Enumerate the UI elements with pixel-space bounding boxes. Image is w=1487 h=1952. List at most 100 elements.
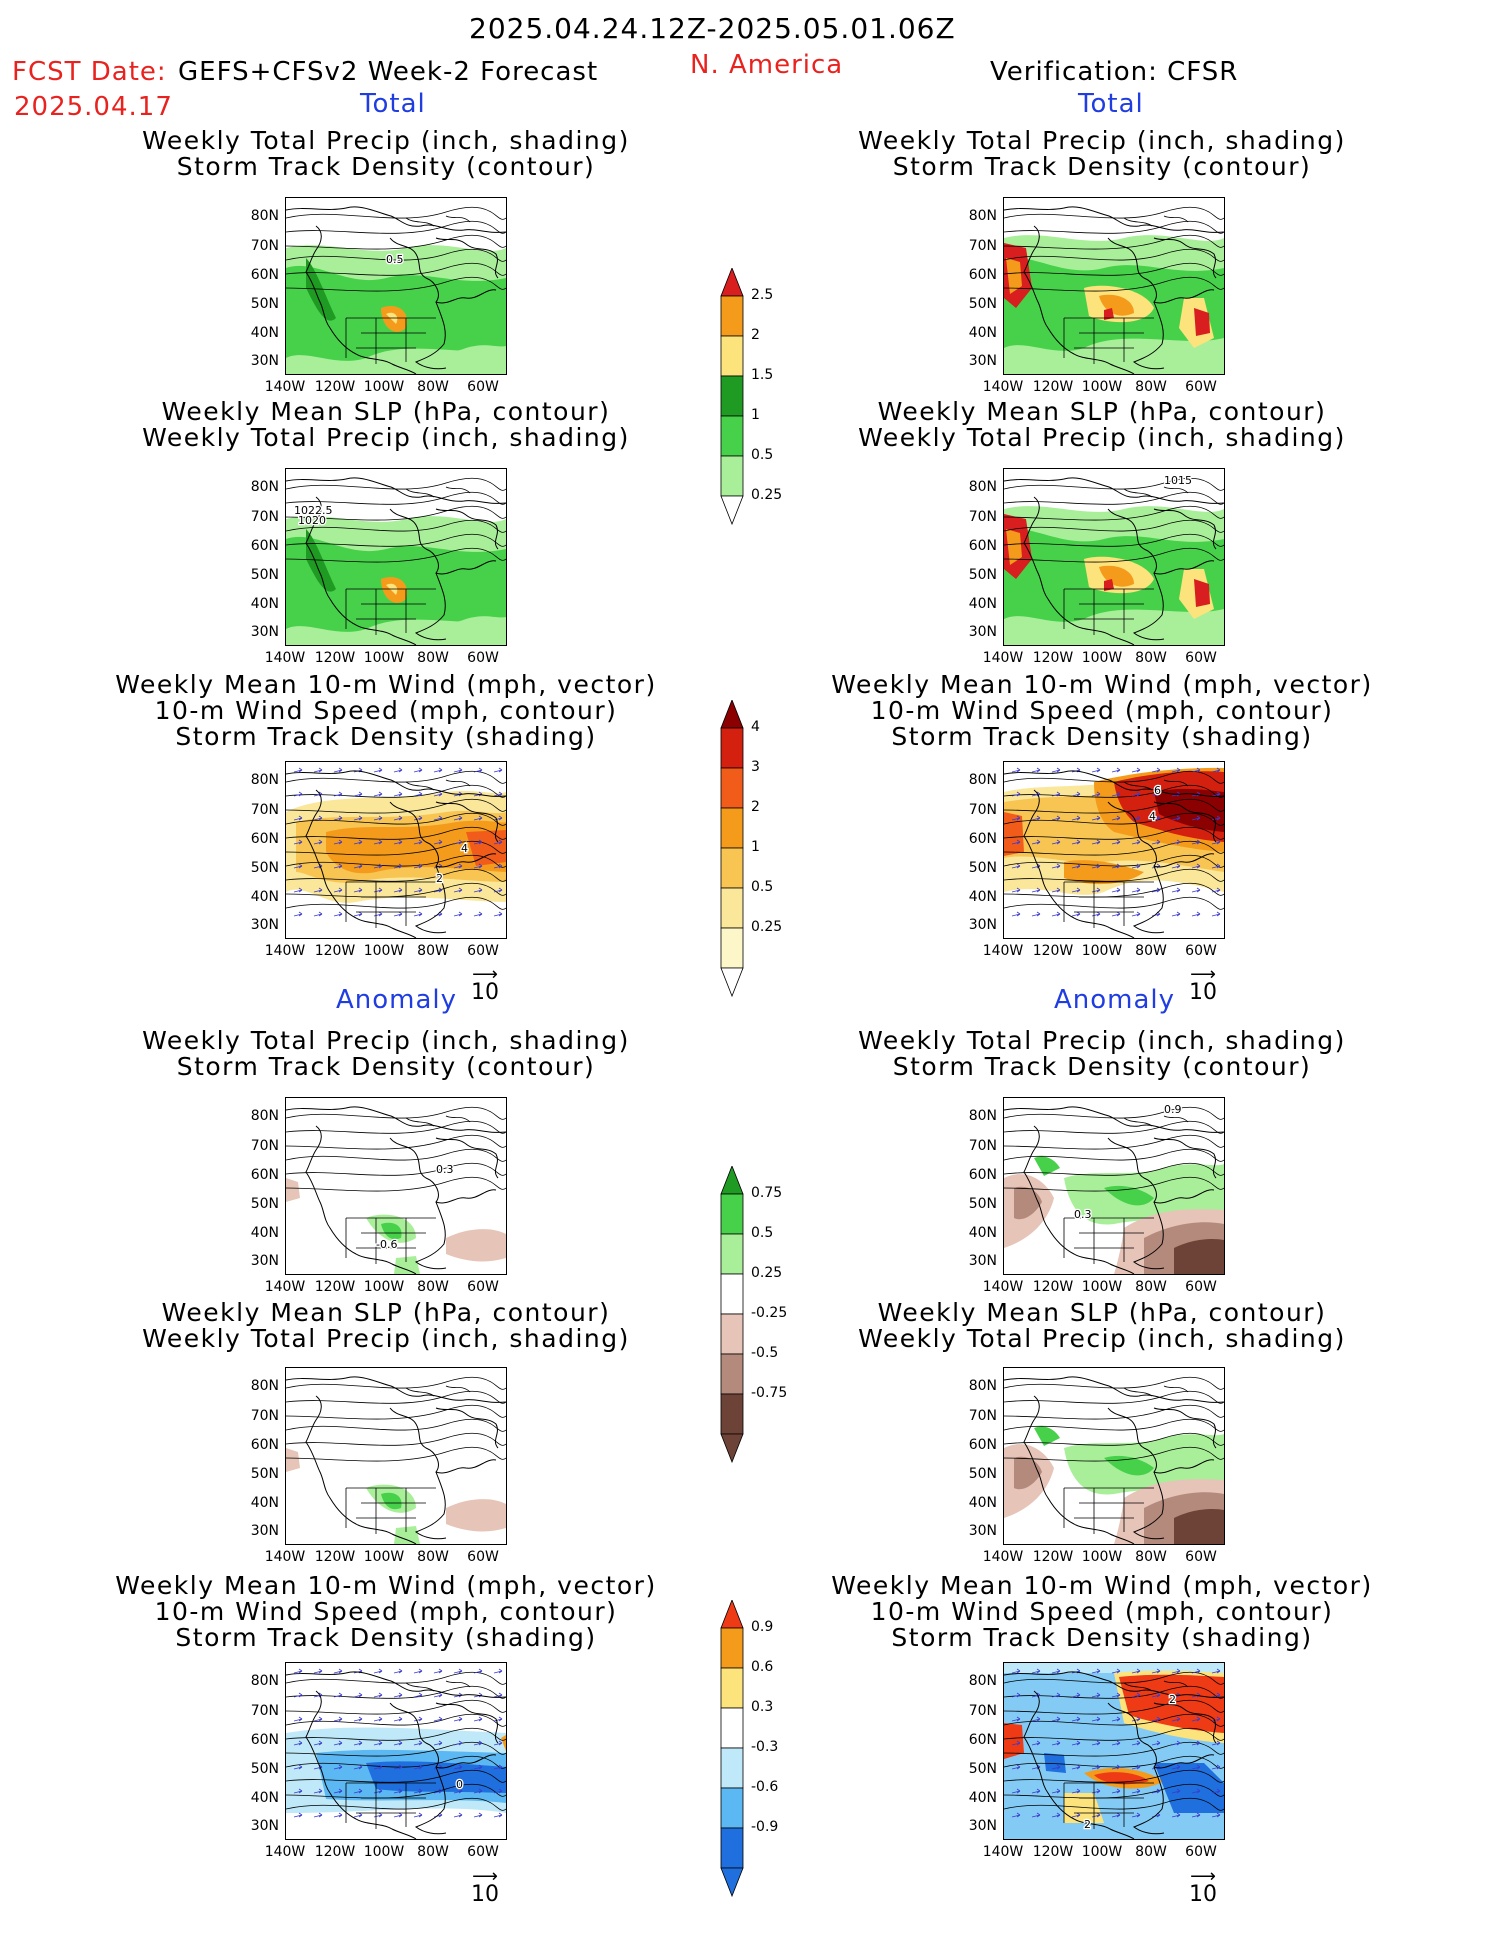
lat-label: 50N [250, 860, 279, 876]
lat-label: 70N [250, 509, 279, 525]
lat-label: 60N [968, 1732, 997, 1748]
lat-label: 50N [968, 296, 997, 312]
lon-label: 100W [363, 1844, 405, 1860]
lat-label: 40N [250, 325, 279, 341]
lat-label: 60N [250, 1437, 279, 1453]
colorbar-label: -0.25 [751, 1305, 788, 1321]
colorbar-svg-precip_anom [720, 1164, 744, 1464]
lon-label: 60W [467, 1844, 499, 1860]
lon-label: 80W [417, 650, 449, 666]
lon-label: 60W [1185, 650, 1217, 666]
colorbar-label: 2 [751, 799, 760, 815]
vector-scale-fcst-anom: ⟶ 10 [471, 1866, 499, 1908]
lon-label: 120W [1032, 379, 1074, 395]
map-svg [286, 1368, 506, 1544]
lat-label: 30N [968, 353, 997, 369]
lon-label: 120W [1032, 1844, 1074, 1860]
colorbar-svg-storm_total [720, 698, 744, 998]
map-panel-fcst-total-precip: 0.5 [285, 197, 507, 375]
lat-label: 80N [968, 1108, 997, 1124]
contour-label: 4 [461, 842, 468, 855]
colorbar-label: 0.25 [751, 919, 783, 935]
section-total-left: Total [360, 89, 426, 119]
lon-label: 100W [1081, 1844, 1123, 1860]
vector-scale-fcst-total: ⟶ 10 [471, 964, 499, 1006]
lat-label: 80N [250, 1378, 279, 1394]
lon-label: 120W [314, 650, 356, 666]
map-svg: 0.9 0.3 [1004, 1098, 1224, 1274]
lat-label: 60N [250, 538, 279, 554]
lat-label: 30N [968, 624, 997, 640]
lon-label: 140W [982, 650, 1024, 666]
colorbar-label: 4 [751, 719, 760, 735]
lat-label: 50N [250, 567, 279, 583]
lat-label: 50N [250, 1466, 279, 1482]
lon-label: 100W [363, 650, 405, 666]
lat-label: 80N [250, 208, 279, 224]
lat-label: 50N [968, 1761, 997, 1777]
contour-label: 1022.5 [294, 504, 333, 517]
lat-label: 60N [250, 1732, 279, 1748]
lat-label: 50N [968, 567, 997, 583]
lat-label: 60N [250, 267, 279, 283]
lon-label: 60W [467, 943, 499, 959]
map-svg: 42 [286, 762, 506, 938]
lon-label: 120W [314, 943, 356, 959]
lat-label: 80N [250, 479, 279, 495]
title-ver-anom-precip: Weekly Total Precip (inch, shading) Storm… [858, 1026, 1346, 1081]
lon-label: 100W [363, 1279, 405, 1295]
lat-label: 80N [968, 479, 997, 495]
colorbar-label: 0.25 [751, 1265, 783, 1281]
section-total-right: Total [1078, 89, 1144, 119]
map-svg: 22 [1004, 1663, 1224, 1839]
map-panel-fcst-total-slp: 1022.5 1020 [285, 468, 507, 646]
lon-label: 60W [467, 1549, 499, 1565]
lat-label: 40N [250, 596, 279, 612]
lat-label: 70N [968, 1703, 997, 1719]
lat-label: 30N [968, 1253, 997, 1269]
lon-label: 100W [1081, 1279, 1123, 1295]
lat-label: 40N [250, 1495, 279, 1511]
map-svg: 0 [286, 1663, 506, 1839]
lat-label: 70N [968, 1408, 997, 1424]
colorbar-label: -0.6 [751, 1779, 779, 1795]
lat-label: 50N [250, 296, 279, 312]
lat-label: 30N [968, 917, 997, 933]
lat-label: 40N [250, 1790, 279, 1806]
contour-label: 0.9 [1164, 1103, 1182, 1116]
lon-label: 120W [1032, 1279, 1074, 1295]
title-ver-total-precip: Weekly Total Precip (inch, shading) Storm… [858, 126, 1346, 181]
lat-label: 70N [250, 238, 279, 254]
lat-label: 60N [968, 538, 997, 554]
map-svg: 0.5 [286, 198, 506, 374]
lon-label: 80W [1135, 1549, 1167, 1565]
map-svg [1004, 198, 1224, 374]
lat-label: 30N [968, 1818, 997, 1834]
map-panel-ver-total-precip [1003, 197, 1225, 375]
forecast-name: GEFS+CFSv2 Week-2 Forecast [178, 57, 599, 87]
title-ver-total-slp: Weekly Mean SLP (hPa, contour) Weekly Tot… [858, 397, 1346, 452]
lat-label: 60N [250, 831, 279, 847]
colorbar-precip_anom [717, 1164, 747, 1518]
title-fcst-total-slp: Weekly Mean SLP (hPa, contour) Weekly Tot… [142, 397, 630, 452]
lon-label: 140W [264, 1844, 306, 1860]
lon-label: 80W [1135, 1279, 1167, 1295]
lon-label: 140W [264, 650, 306, 666]
fcst-date-value: 2025.04.17 [14, 92, 173, 122]
colorbar-label: 0.6 [751, 1659, 774, 1675]
lat-label: 30N [250, 1523, 279, 1539]
contour-label: 0.3 [436, 1163, 454, 1176]
title-fcst-total-wind: Weekly Mean 10-m Wind (mph, vector) 10-m … [115, 670, 657, 751]
contour-label: -0.6 [376, 1238, 397, 1251]
lat-label: 50N [250, 1196, 279, 1212]
contour-label: 2 [1084, 1818, 1091, 1831]
title-ver-anom-slp: Weekly Mean SLP (hPa, contour) Weekly Tot… [858, 1298, 1346, 1353]
colorbar-label: 0.5 [751, 879, 774, 895]
section-anomaly-right: Anomaly [1054, 985, 1176, 1015]
colorbar-label: 0.25 [751, 487, 783, 503]
lat-label: 30N [250, 1253, 279, 1269]
title-ver-total-wind: Weekly Mean 10-m Wind (mph, vector) 10-m … [831, 670, 1373, 751]
